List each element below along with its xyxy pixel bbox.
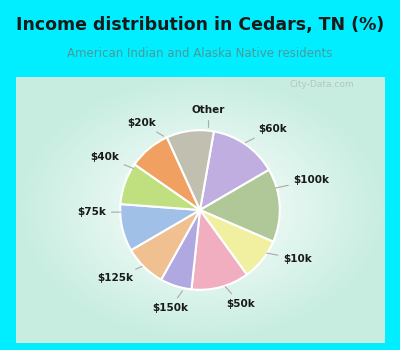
Text: $40k: $40k bbox=[90, 152, 134, 169]
Wedge shape bbox=[192, 210, 247, 290]
Text: $125k: $125k bbox=[97, 266, 142, 283]
Text: $50k: $50k bbox=[225, 287, 255, 309]
Text: $150k: $150k bbox=[152, 291, 188, 313]
Wedge shape bbox=[200, 131, 269, 210]
Text: Income distribution in Cedars, TN (%): Income distribution in Cedars, TN (%) bbox=[16, 16, 384, 34]
Wedge shape bbox=[131, 210, 200, 280]
Text: City-Data.com: City-Data.com bbox=[290, 80, 354, 89]
Wedge shape bbox=[120, 164, 200, 210]
Wedge shape bbox=[200, 170, 280, 242]
Text: $100k: $100k bbox=[275, 175, 330, 188]
Text: $75k: $75k bbox=[77, 207, 121, 217]
Text: $60k: $60k bbox=[245, 124, 287, 143]
Wedge shape bbox=[120, 204, 200, 250]
Wedge shape bbox=[200, 210, 273, 275]
Text: Other: Other bbox=[192, 105, 225, 127]
Wedge shape bbox=[134, 137, 200, 210]
Text: $20k: $20k bbox=[127, 118, 164, 136]
Text: $10k: $10k bbox=[266, 253, 312, 264]
Wedge shape bbox=[167, 130, 214, 210]
Wedge shape bbox=[161, 210, 200, 289]
Text: American Indian and Alaska Native residents: American Indian and Alaska Native reside… bbox=[67, 47, 333, 60]
